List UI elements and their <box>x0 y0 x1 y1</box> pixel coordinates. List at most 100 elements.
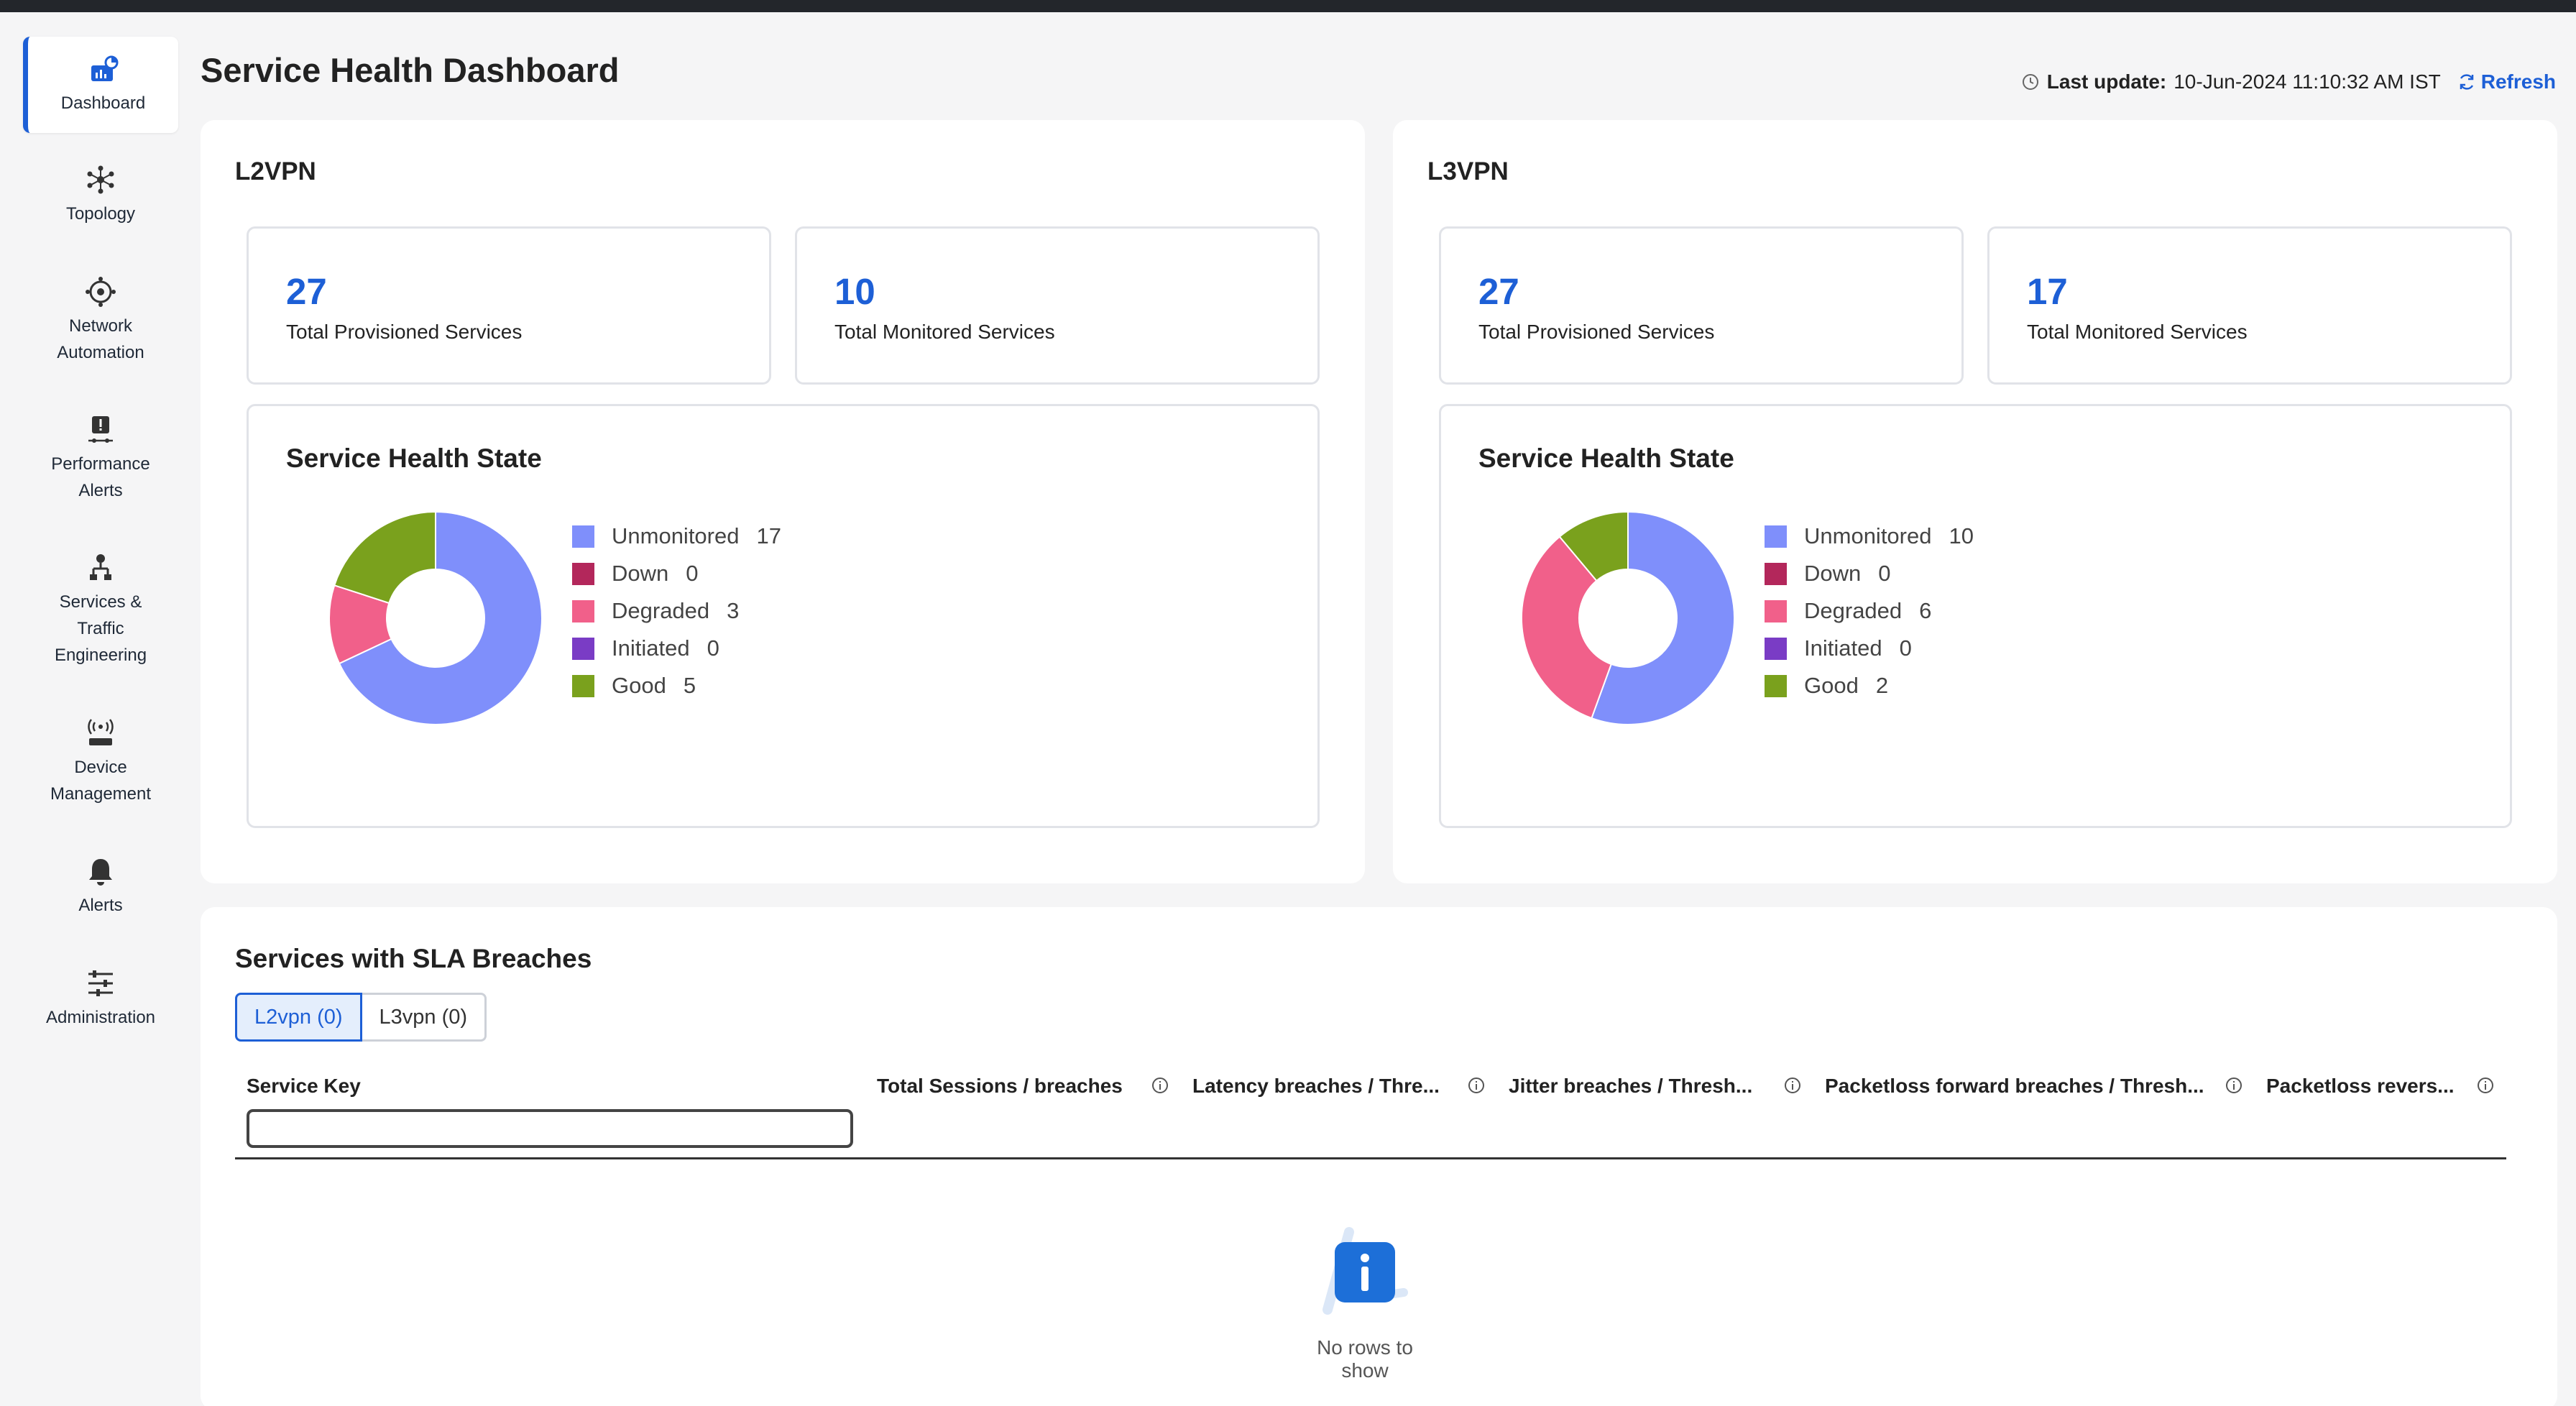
sidebar-item-network-automation[interactable]: Network Automation <box>23 275 178 366</box>
column-header-packetloss-forward[interactable]: Packetloss forward breaches / Thresh... <box>1825 1075 2204 1097</box>
info-empty-icon <box>1322 1227 1408 1315</box>
donut-slice-good[interactable] <box>1558 510 1629 582</box>
info-icon[interactable] <box>1151 1076 1169 1095</box>
l3vpn-provisioned-label: Total Provisioned Services <box>1478 321 1715 343</box>
l3vpn-legend: Unmonitored 10 Down 0 Degraded 6 Initiated 0… <box>1765 518 1974 704</box>
legend-label: Unmonitored <box>1804 523 1932 548</box>
clock-icon <box>2022 74 2038 90</box>
l3vpn-provisioned-card: 27 Total Provisioned Services <box>1439 226 1964 385</box>
legend-item-good[interactable]: Good 5 <box>572 667 781 704</box>
legend-item-unmonitored[interactable]: Unmonitored 17 <box>572 518 781 555</box>
refresh-label: Refresh <box>2480 70 2556 93</box>
legend-value: 0 <box>1878 561 1891 586</box>
sidebar-item-label: Performance Alerts <box>51 454 150 500</box>
legend-item-unmonitored[interactable]: Unmonitored 10 <box>1765 518 1974 555</box>
l2vpn-monitored-card: 10 Total Monitored Services <box>795 226 1320 385</box>
column-header-latency[interactable]: Latency breaches / Thre... <box>1192 1075 1440 1097</box>
column-header-service-key[interactable]: Service Key <box>247 1075 361 1097</box>
legend-item-good[interactable]: Good 2 <box>1765 667 1974 704</box>
sidebar-item-label: Topology <box>65 204 136 224</box>
last-update-value: 10-Jun-2024 11:10:32 AM IST <box>2174 70 2441 93</box>
legend-swatch <box>1765 637 1787 660</box>
l2vpn-donut-chart <box>328 510 543 725</box>
sidebar-item-performance-alerts[interactable]: Performance Alerts <box>23 413 178 504</box>
l2vpn-provisioned-label: Total Provisioned Services <box>286 321 523 343</box>
tab-l3vpn[interactable]: L3vpn (0) <box>362 993 487 1042</box>
sidebar-item-administration[interactable]: Administration <box>23 967 178 1031</box>
donut-slice-degraded[interactable] <box>1521 536 1613 720</box>
info-icon[interactable] <box>2225 1076 2243 1095</box>
performance-alerts-icon <box>88 416 113 443</box>
page-title: Service Health Dashboard <box>201 51 620 89</box>
l3vpn-provisioned-value: 27 <box>1478 271 1519 312</box>
legend-swatch <box>1765 674 1787 697</box>
legend-label: Down <box>1804 561 1862 586</box>
l2vpn-health-title: Service Health State <box>286 444 542 473</box>
sidebar-item-dashboard[interactable]: Dashboard <box>23 37 178 133</box>
l2vpn-monitored-value: 10 <box>834 271 875 312</box>
sidebar: Dashboard Topology Network Automation Pe… <box>0 12 200 1406</box>
column-header-jitter[interactable]: Jitter breaches / Thresh... <box>1509 1075 1753 1097</box>
sidebar-item-device-management[interactable]: Device Management <box>23 717 178 807</box>
legend-item-degraded[interactable]: Degraded 3 <box>572 592 781 630</box>
l2vpn-health-card: Service Health State Unmonitored 17 Down 0… <box>247 404 1320 828</box>
donut-slice-unmonitored[interactable] <box>1591 510 1736 725</box>
l2vpn-monitored-label: Total Monitored Services <box>834 321 1055 343</box>
topology-icon <box>87 165 114 194</box>
last-update: Last update: 10-Jun-2024 11:10:32 AM IST… <box>2021 70 2556 93</box>
legend-value: 3 <box>727 598 740 623</box>
last-update-label: Last update: <box>2046 70 2167 93</box>
refresh-button[interactable]: Refresh <box>2457 70 2556 93</box>
top-bar <box>0 0 2576 12</box>
sla-breaches-panel: Services with SLA Breaches L2vpn (0) L3v… <box>201 907 2557 1406</box>
legend-item-down[interactable]: Down 0 <box>1765 555 1974 592</box>
l3vpn-monitored-value: 17 <box>2027 271 2068 312</box>
column-header-packetloss-reverse[interactable]: Packetloss revers... <box>2266 1075 2455 1097</box>
sidebar-item-services-traffic-engineering[interactable]: Services & Traffic Engineering <box>23 551 178 668</box>
legend-swatch <box>1765 562 1787 585</box>
legend-value: 2 <box>1875 673 1889 698</box>
sidebar-item-label: Administration <box>45 1008 156 1027</box>
empty-state-text: No rows to show <box>1317 1336 1413 1382</box>
sidebar-item-label: Device Management <box>50 758 152 804</box>
sidebar-item-topology[interactable]: Topology <box>23 163 178 227</box>
legend-label: Unmonitored <box>612 523 740 548</box>
info-icon[interactable] <box>1783 1076 1802 1095</box>
device-management-icon <box>88 719 114 745</box>
sliders-icon <box>88 970 113 996</box>
legend-label: Good <box>612 673 666 698</box>
legend-swatch <box>572 562 594 585</box>
legend-value: 0 <box>1899 635 1912 661</box>
legend-value: 0 <box>686 561 699 586</box>
sidebar-item-alerts[interactable]: Alerts <box>23 855 178 919</box>
sidebar-item-label: Alerts <box>78 896 123 915</box>
sidebar-item-label: Services & Traffic Engineering <box>54 592 147 665</box>
info-icon[interactable] <box>1467 1076 1486 1095</box>
legend-item-initiated[interactable]: Initiated 0 <box>572 630 781 667</box>
sidebar-item-label: Network Automation <box>57 316 144 362</box>
service-key-filter-input[interactable] <box>247 1109 853 1148</box>
l2vpn-title: L2VPN <box>235 157 316 185</box>
sla-tabs: L2vpn (0) L3vpn (0) <box>235 993 487 1042</box>
donut-slice-unmonitored[interactable] <box>338 510 543 725</box>
legend-value: 5 <box>683 673 696 698</box>
l3vpn-panel: L3VPN 27 Total Provisioned Services 17 T… <box>1393 120 2557 883</box>
legend-value: 10 <box>1949 523 1974 548</box>
bell-icon <box>89 859 112 886</box>
legend-label: Degraded <box>1804 598 1903 623</box>
l3vpn-title: L3VPN <box>1427 157 1509 185</box>
services-icon <box>90 554 111 580</box>
column-header-total-sessions[interactable]: Total Sessions / breaches <box>877 1075 1123 1097</box>
legend-label: Good <box>1804 673 1859 698</box>
legend-label: Initiated <box>612 635 690 661</box>
legend-label: Initiated <box>1804 635 1882 661</box>
info-icon[interactable] <box>2476 1076 2495 1095</box>
legend-item-degraded[interactable]: Degraded 6 <box>1765 592 1974 630</box>
legend-label: Down <box>612 561 669 586</box>
legend-item-initiated[interactable]: Initiated 0 <box>1765 630 1974 667</box>
legend-item-down[interactable]: Down 0 <box>572 555 781 592</box>
donut-slice-good[interactable] <box>333 510 436 605</box>
l3vpn-health-card: Service Health State Unmonitored 10 Down 0… <box>1439 404 2512 828</box>
tab-l2vpn[interactable]: L2vpn (0) <box>235 993 362 1042</box>
legend-swatch <box>1765 525 1787 548</box>
